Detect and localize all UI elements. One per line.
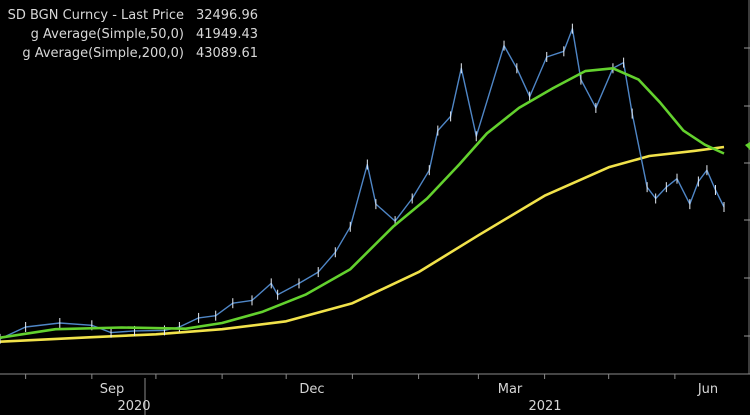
ma50-series	[0, 67, 725, 339]
ma200-series	[0, 145, 725, 343]
x-tick-label: Jun	[697, 382, 718, 397]
legend-label: SD BGN Curncy - Last Price	[7, 8, 184, 23]
legend-value: 41949.43	[195, 27, 258, 42]
x-tick-label: Sep	[100, 382, 125, 397]
legend-entry-price: SD BGN Curncy - Last Price 32496.96	[0, 6, 258, 25]
chart-legend: SD BGN Curncy - Last Price 32496.96 g Av…	[0, 6, 258, 63]
ma200-line	[0, 145, 725, 343]
legend-entry-ma50: g Average(Simple,50,0) 41949.43	[0, 25, 258, 44]
ma50-line	[0, 67, 725, 339]
legend-value: 43089.61	[195, 46, 258, 61]
x-tick-label: Dec	[299, 382, 324, 397]
legend-value: 32496.96	[195, 8, 258, 23]
x-year-label: 2021	[528, 399, 561, 414]
x-axis-ticks	[25, 374, 676, 379]
right-edge-marker	[745, 142, 750, 150]
x-year-label: 2020	[117, 399, 150, 414]
legend-entry-ma200: g Average(Simple,200,0) 43089.61	[0, 44, 258, 63]
x-tick-label: Mar	[498, 382, 523, 397]
legend-label: g Average(Simple,200,0)	[22, 46, 184, 61]
price-series	[0, 23, 725, 344]
legend-label: g Average(Simple,50,0)	[30, 27, 184, 42]
